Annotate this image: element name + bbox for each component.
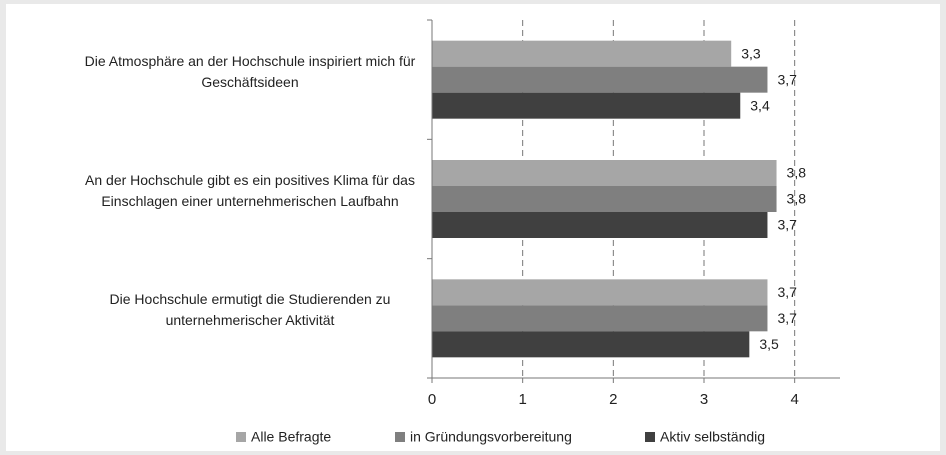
x-tick-label: 0 xyxy=(428,391,436,408)
bar xyxy=(432,305,768,332)
category-label: An der Hochschule gibt es ein positives … xyxy=(85,172,415,209)
category-label: Die Atmosphäre an der Hochschule inspiri… xyxy=(84,52,416,90)
legend-label: in Gründungsvorbereitung xyxy=(410,429,572,445)
bar xyxy=(432,160,777,186)
value-label: 3,3 xyxy=(741,45,761,61)
value-label: 3,7 xyxy=(777,284,797,300)
x-tick-label: 4 xyxy=(790,391,798,408)
value-label: 3,8 xyxy=(787,165,807,181)
legend-swatch xyxy=(236,432,246,442)
value-label: 3,7 xyxy=(777,217,797,233)
bar xyxy=(432,212,768,238)
x-tick-label: 1 xyxy=(518,391,526,408)
bar xyxy=(432,40,732,67)
legend-label: Alle Befragte xyxy=(251,429,331,445)
x-tick-label: 2 xyxy=(609,391,617,408)
legend-swatch xyxy=(645,432,655,442)
legend-swatch xyxy=(395,432,405,442)
legend-label: Aktiv selbständig xyxy=(660,429,765,445)
bar xyxy=(432,279,768,306)
value-label: 3,7 xyxy=(777,71,797,87)
x-tick-label: 3 xyxy=(700,391,708,408)
bar xyxy=(432,186,777,212)
category-label: Die Hochschule ermutigt die Studierenden… xyxy=(109,291,391,329)
value-label: 3,4 xyxy=(750,97,770,113)
value-label: 3,8 xyxy=(787,191,807,207)
bar xyxy=(432,331,750,358)
value-label: 3,7 xyxy=(777,310,797,326)
value-label: 3,5 xyxy=(759,336,779,352)
bar xyxy=(432,66,768,93)
bar xyxy=(432,92,741,119)
